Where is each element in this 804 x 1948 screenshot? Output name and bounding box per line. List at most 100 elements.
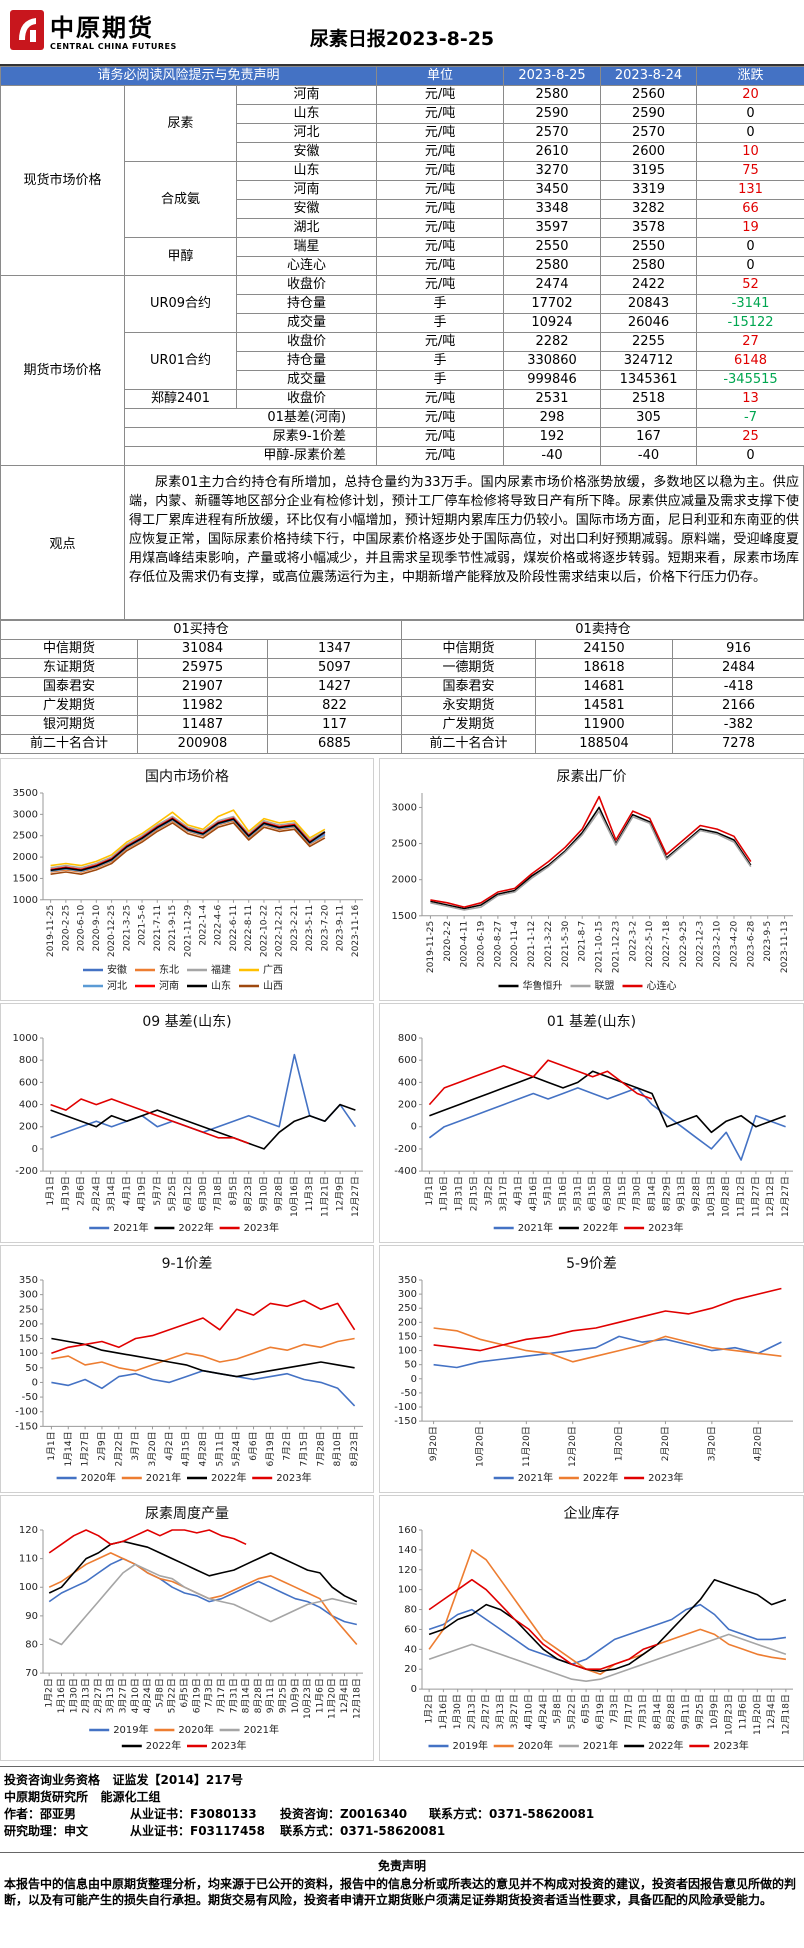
x-tick-label: 11月20日 bbox=[752, 1694, 763, 1735]
x-tick-label: 2023-5-11 bbox=[305, 905, 315, 952]
series-line bbox=[50, 817, 326, 871]
series-line bbox=[428, 1633, 787, 1682]
legend-label: 2020年 bbox=[178, 1723, 213, 1736]
x-tick-label: 3月27日 bbox=[509, 1694, 520, 1729]
value: 330860 bbox=[503, 351, 602, 371]
value: 2610 bbox=[503, 142, 602, 162]
x-tick-label: 4月28日 bbox=[198, 1431, 209, 1466]
x-tick-label: 2020-8-27 bbox=[493, 921, 503, 968]
y-tick-label: 1000 bbox=[13, 1033, 38, 1044]
staff-info: 作者：邵亚男 bbox=[4, 1807, 77, 1821]
x-tick-label: 3月20日 bbox=[147, 1431, 158, 1466]
x-tick-label: 8月28日 bbox=[253, 1678, 264, 1713]
volume: 25975 bbox=[137, 658, 268, 678]
change: 0 bbox=[696, 256, 804, 276]
x-tick-label: 5月7日 bbox=[152, 1176, 163, 1205]
unit: 元/吨 bbox=[376, 389, 505, 409]
x-tick-label: 4月1日 bbox=[121, 1176, 132, 1205]
unit: 元/吨 bbox=[376, 199, 505, 219]
x-tick-label: 2021-9-15 bbox=[168, 905, 178, 952]
value: 17702 bbox=[503, 294, 602, 314]
x-tick-label: 2021-5-30 bbox=[561, 921, 571, 968]
value: 2518 bbox=[600, 389, 698, 409]
legend-label: 2021年 bbox=[113, 1221, 148, 1234]
y-tick-label: 110 bbox=[19, 1554, 38, 1565]
member: 国泰君安 bbox=[401, 677, 537, 697]
legend-label: 广西 bbox=[263, 964, 283, 976]
staff-info: 从业证书：F3080133 bbox=[130, 1807, 257, 1821]
y-tick-label: -400 bbox=[394, 1166, 417, 1177]
series-line bbox=[433, 1327, 782, 1363]
chart-title: 尿素周度产量 bbox=[145, 1506, 229, 1522]
x-tick-label: 6月12日 bbox=[182, 1176, 193, 1211]
table-row: 广发期货 11982 822 永安期货 14581 2166 bbox=[0, 696, 804, 716]
value: 10924 bbox=[503, 313, 602, 333]
change: 0 bbox=[696, 237, 804, 257]
item-label: 成交量 bbox=[235, 313, 378, 333]
member: 广发期货 bbox=[401, 715, 537, 735]
x-tick-label: 2022-10-22 bbox=[259, 905, 269, 957]
staff-info: 联系方式：0371-58620081 bbox=[280, 1824, 446, 1838]
value: 2560 bbox=[600, 85, 698, 105]
change: 131 bbox=[696, 180, 804, 200]
member: 永安期货 bbox=[401, 696, 537, 716]
x-tick-label: 5月8日 bbox=[154, 1678, 165, 1707]
item-label: 收盘价 bbox=[235, 389, 378, 409]
volume: 21907 bbox=[137, 677, 268, 697]
x-tick-label: 2月27日 bbox=[93, 1678, 104, 1713]
item-label: 甲醇-尿素价差 bbox=[123, 446, 378, 466]
x-tick-label: 7月3日 bbox=[609, 1694, 620, 1723]
volume: 31084 bbox=[137, 639, 268, 659]
x-tick-label: 9月25日 bbox=[695, 1694, 706, 1729]
x-tick-label: 2020-2-2 bbox=[443, 921, 453, 962]
x-tick-label: 2022-9-25 bbox=[679, 921, 689, 968]
y-tick-label: 0 bbox=[411, 1122, 417, 1133]
change: 822 bbox=[266, 696, 403, 716]
item-label: 湖北 bbox=[235, 218, 378, 238]
legend-label: 东北 bbox=[159, 963, 179, 976]
legend-label: 2023年 bbox=[211, 1739, 246, 1752]
x-tick-label: 9月11日 bbox=[265, 1678, 276, 1713]
legend-label: 山西 bbox=[263, 980, 283, 992]
x-tick-label: 1月2日 bbox=[44, 1678, 55, 1707]
x-tick-label: 2023-11-13 bbox=[780, 921, 790, 973]
volume: 188504 bbox=[535, 734, 674, 754]
series-line bbox=[50, 818, 326, 872]
y-tick-label: 150 bbox=[19, 1334, 38, 1345]
x-tick-label: 4月19日 bbox=[137, 1176, 148, 1211]
x-tick-label: 10月23日 bbox=[302, 1678, 313, 1719]
change: 117 bbox=[266, 715, 403, 735]
change: -3141 bbox=[696, 294, 804, 314]
y-tick-label: 250 bbox=[19, 1304, 38, 1315]
x-tick-label: 3月17日 bbox=[498, 1176, 509, 1211]
x-tick-label: 2020-6-19 bbox=[477, 921, 487, 968]
x-tick-label: 6月5日 bbox=[179, 1678, 190, 1707]
footer: 投资咨询业务资格 证监发【2014】217号 中原期货研究所 能源化工组 作者：… bbox=[0, 1766, 804, 1851]
item-label: 安徽 bbox=[235, 142, 378, 162]
x-tick-label: 2月24日 bbox=[91, 1176, 102, 1211]
series-line bbox=[48, 1563, 357, 1646]
disclaimer-title: 免责声明 bbox=[377, 1859, 426, 1873]
table-row: 银河期货 11487 117 广发期货 11900 -382 bbox=[0, 715, 804, 735]
value: 2570 bbox=[600, 123, 698, 143]
unit: 元/吨 bbox=[376, 446, 505, 466]
legend-label: 2022年 bbox=[146, 1739, 181, 1752]
y-tick-label: 100 bbox=[398, 1346, 417, 1357]
y-tick-label: 400 bbox=[19, 1100, 38, 1111]
item-label: 山东 bbox=[235, 104, 378, 124]
value: 2550 bbox=[503, 237, 602, 257]
change: 2484 bbox=[672, 658, 804, 678]
value: 298 bbox=[503, 408, 602, 428]
x-tick-label: 10月13日 bbox=[706, 1176, 717, 1217]
legend-label: 心连心 bbox=[647, 979, 677, 992]
chart-title: 01 基差(山东) bbox=[547, 1013, 636, 1030]
y-tick-label: 3000 bbox=[13, 809, 38, 820]
x-tick-label: 4月20日 bbox=[753, 1426, 764, 1461]
value: 167 bbox=[600, 427, 698, 447]
x-tick-label: 10月9日 bbox=[290, 1678, 301, 1713]
y-tick-label: 800 bbox=[398, 1033, 417, 1044]
disclaimer-text: 本报告中的信息由中原期货整理分析，均来源于已公开的资料，报告中的信息分析或所表达… bbox=[4, 1877, 797, 1907]
change: 0 bbox=[696, 104, 804, 124]
chart-title: 企业库存 bbox=[564, 1505, 620, 1522]
